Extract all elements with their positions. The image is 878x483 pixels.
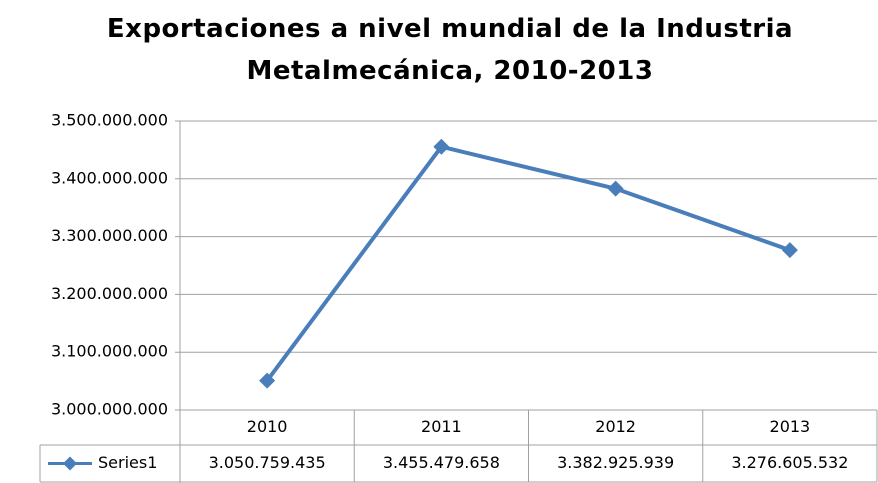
point bbox=[259, 372, 276, 389]
x-tick-label: 2012 bbox=[595, 417, 636, 436]
y-tick-label: 3.300.000.000 bbox=[51, 226, 168, 245]
point bbox=[607, 180, 624, 197]
y-tick-label: 3.200.000.000 bbox=[51, 284, 168, 303]
point bbox=[781, 242, 798, 259]
data-table-value: 3.382.925.939 bbox=[557, 453, 674, 472]
y-tick-label: 3.100.000.000 bbox=[51, 342, 168, 361]
x-tick-label: 2011 bbox=[421, 417, 462, 436]
chart-title: Exportaciones a nivel mundial de la Indu… bbox=[106, 14, 794, 86]
legend-label: Series1 bbox=[98, 453, 157, 472]
legend-marker bbox=[63, 456, 77, 471]
point bbox=[433, 138, 450, 155]
y-tick-label: 3.000.000.000 bbox=[51, 400, 168, 419]
y-tick-label: 3.500.000.000 bbox=[51, 111, 168, 130]
y-tick-label: 3.400.000.000 bbox=[51, 168, 168, 187]
line-series bbox=[265, 144, 791, 382]
data-table-value: 3.050.759.435 bbox=[209, 453, 326, 472]
x-tick-label: 2013 bbox=[770, 417, 811, 436]
data-table-value: 3.276.605.532 bbox=[731, 453, 848, 472]
data-table-value: 3.455.479.658 bbox=[383, 453, 500, 472]
x-tick-label: 2010 bbox=[247, 417, 288, 436]
